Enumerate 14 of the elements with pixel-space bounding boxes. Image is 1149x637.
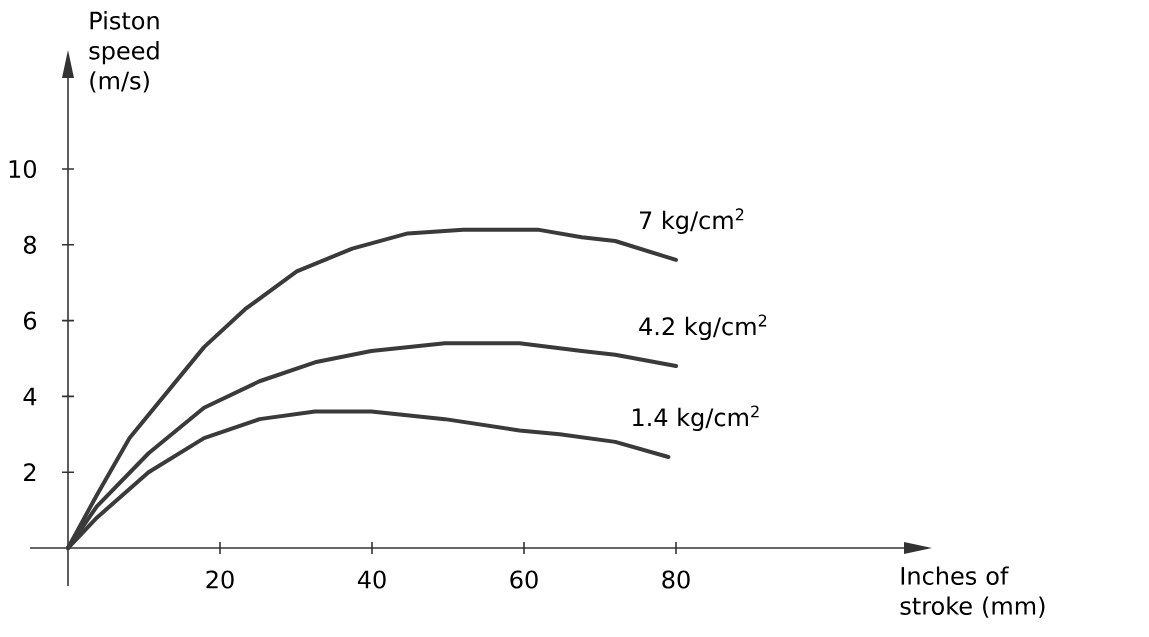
y-tick-label: 4 <box>23 387 37 406</box>
x-tick-label: 80 <box>662 570 690 589</box>
series-label: 1.4 kg/cm$^{2}$ <box>633 405 759 432</box>
x-tick-label: 20 <box>206 570 234 589</box>
series-label: 4.2 kg/cm$^{2}$ <box>639 314 767 341</box>
x-tick-label: 60 <box>510 570 538 589</box>
y-axis-title: Piston speed (m/s) <box>89 11 159 93</box>
y-tick-label: 10 <box>9 159 37 179</box>
x-axis-title: Inches of stroke (mm) <box>900 566 1045 618</box>
y-tick-label: 2 <box>24 463 36 482</box>
series-label: 7 kg/cm$^{2}$ <box>639 208 744 234</box>
y-tick-label: 8 <box>23 235 36 254</box>
x-tick-label: 40 <box>357 570 386 589</box>
y-tick-label: 6 <box>24 311 37 330</box>
